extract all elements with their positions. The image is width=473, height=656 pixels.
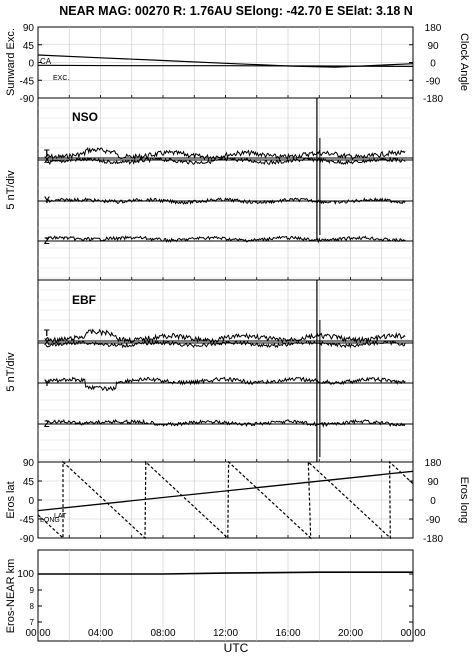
ca-curve-label: CA (40, 57, 52, 66)
range-ticks: 100 9 8 7 (17, 569, 413, 627)
nso-label-y: Y (44, 195, 50, 205)
x-tick-label: 00:00 (400, 628, 425, 639)
nso-label-t: T (44, 148, 50, 158)
x-tick-label: 00:00 (25, 628, 50, 639)
angles-left-tick-label: 0 (28, 59, 34, 70)
ebf-traces (38, 280, 413, 462)
eros-grid (38, 462, 413, 538)
angles-right-tick-label: 180 (425, 23, 442, 34)
angles-grid (38, 27, 413, 98)
ebf-grid (38, 280, 413, 462)
eros-right-ticks: 180 90 0 -90 -180 (409, 458, 443, 545)
long-series-line (37, 460, 414, 540)
lat-series-line (37, 470, 414, 512)
angles-left-tick-label: -90 (20, 94, 35, 105)
x-tick-label: 04:00 (88, 628, 113, 639)
component-trace (45, 146, 406, 161)
nso-label-x: X (44, 155, 50, 165)
angles-right-ticks: 180 90 0 -90 -180 (409, 23, 443, 105)
eros-right-tick-label: 0 (430, 496, 436, 507)
range-tick-label: 7 (30, 618, 35, 627)
nso-label-z: Z (44, 236, 50, 246)
angles-right-tick-label: 90 (427, 41, 439, 52)
component-trace (45, 339, 406, 349)
angles-left-label: Sunward Exc. (5, 28, 17, 96)
lat-curve-label: LAT (54, 513, 67, 520)
ca-series-line (37, 54, 414, 68)
component-trace (45, 418, 406, 428)
x-axis-ticks: 00:00 04:00 08:00 12:00 16:00 20:00 00:00 (25, 95, 426, 639)
eros-right-tick-label: 180 (425, 458, 442, 469)
ebf-label-t: T (44, 328, 50, 338)
long-curve-label: LONG (40, 517, 60, 524)
exc-series-line (37, 64, 414, 67)
component-trace (45, 235, 406, 244)
x-tick-label: 08:00 (150, 628, 175, 639)
eros-left-ticks: 90 45 0 -45 -90 (20, 458, 42, 545)
eros-right-tick-label: -90 (426, 515, 441, 526)
nso-panel-name: NSO (72, 110, 98, 124)
range-tick-label: 8 (30, 602, 35, 611)
component-trace (45, 328, 406, 344)
eros-left-label: Eros lat (5, 481, 17, 518)
range-series-line (38, 571, 413, 575)
angles-left-tick-label: 45 (23, 41, 35, 52)
range-tick-label: 9 (30, 586, 35, 595)
x-tick-label: 20:00 (338, 628, 363, 639)
eros-right-label: Eros long (458, 477, 470, 523)
nso-traces (38, 98, 413, 244)
eros-left-tick-label: 45 (23, 477, 35, 488)
eros-right-tick-label: 90 (427, 477, 439, 488)
component-trace (45, 376, 406, 392)
range-tick-label: 100 (17, 569, 34, 580)
component-trace (45, 197, 406, 205)
ebf-label-x: X (44, 337, 50, 347)
nso-ylabel: 5 nT/div (5, 170, 17, 210)
angles-left-ticks: 90 45 0 -45 -90 (20, 23, 42, 105)
eros-left-tick-label: 0 (28, 496, 34, 507)
angles-right-tick-label: -180 (423, 94, 443, 105)
angles-left-tick-label: 90 (23, 23, 35, 34)
x-axis-label: UTC (224, 641, 249, 655)
range-grid (68, 550, 383, 641)
ebf-label-z: Z (44, 419, 50, 429)
eros-left-tick-label: -90 (20, 534, 35, 545)
eros-right-tick-label: -180 (423, 534, 443, 545)
x-tick-label: 16:00 (275, 628, 300, 639)
ebf-label-y: Y (44, 378, 50, 388)
angles-right-tick-label: 0 (430, 59, 436, 70)
angles-left-tick-label: -45 (20, 76, 35, 87)
eros-left-tick-label: 90 (23, 458, 35, 469)
figure-title: NEAR MAG: 00270 R: 1.76AU SElong: -42.70… (59, 4, 413, 18)
angles-right-label: Clock Angle (458, 33, 470, 91)
component-trace (45, 156, 406, 165)
range-ylabel: Eros-NEAR km (5, 559, 17, 634)
ebf-panel-name: EBF (72, 293, 96, 307)
angles-right-tick-label: -90 (426, 76, 441, 87)
nso-grid (38, 98, 413, 280)
x-tick-label: 12:00 (213, 628, 238, 639)
ebf-ylabel: 5 nT/div (5, 352, 17, 392)
eros-left-tick-label: -45 (20, 515, 35, 526)
exc-curve-label: EXC. (53, 75, 69, 82)
